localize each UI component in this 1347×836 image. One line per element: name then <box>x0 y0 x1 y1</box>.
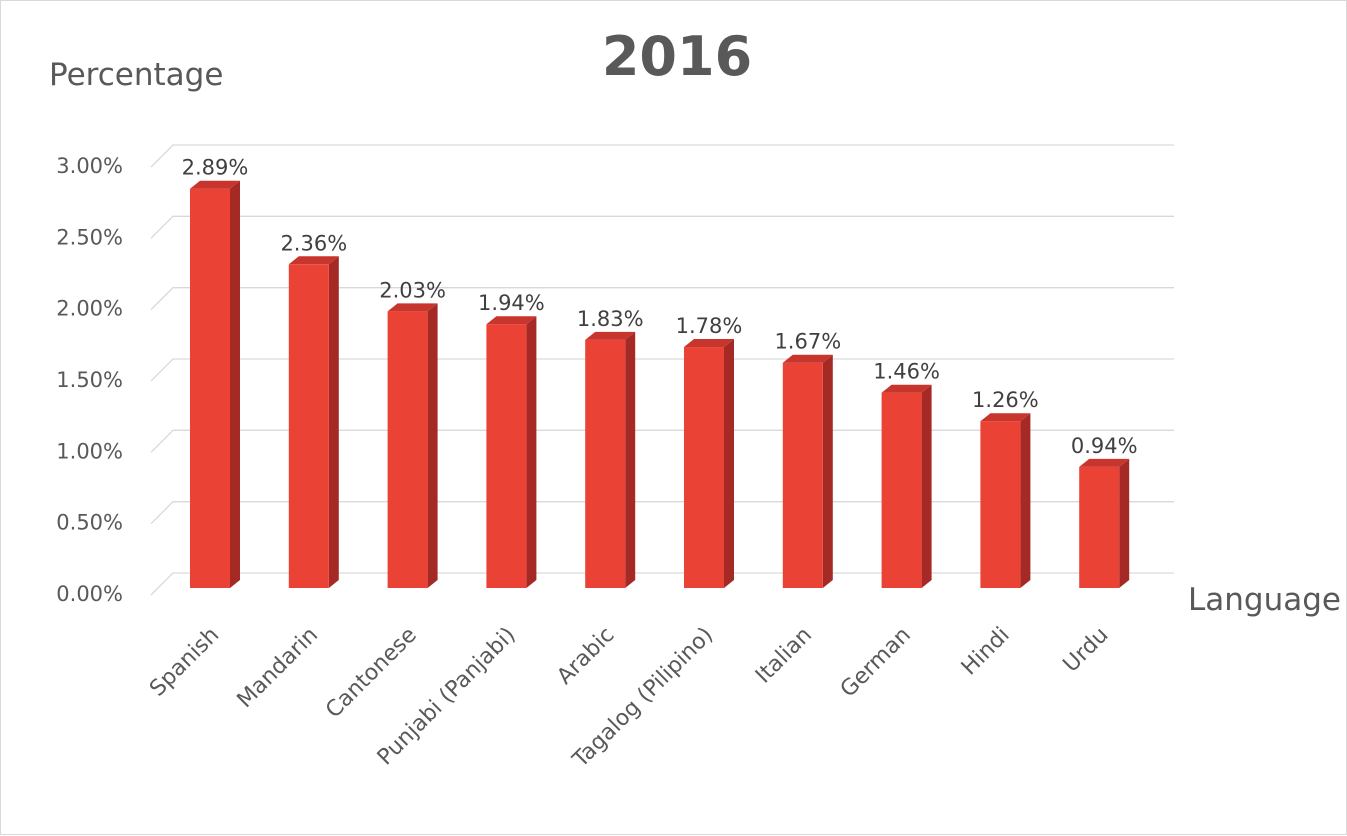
bar-front <box>1079 466 1120 588</box>
category-label-hindi: Hindi <box>957 623 1015 681</box>
data-label-punjabi-panjabi: 1.94% <box>478 291 545 315</box>
bar-front <box>190 188 230 588</box>
data-label-german: 1.46% <box>873 360 940 384</box>
gridline <box>150 501 1174 525</box>
data-label-urdu: 0.94% <box>1071 434 1138 458</box>
bar-front <box>881 392 922 588</box>
category-label-spanish: Spanish <box>145 623 224 702</box>
bar-front <box>288 264 329 588</box>
bar-side <box>526 316 537 588</box>
bar-front <box>684 347 724 588</box>
bar-side <box>921 384 932 588</box>
bar-side <box>1119 458 1130 588</box>
x-axis-title: Language <box>1188 582 1341 618</box>
bar-punjabi-panjabi <box>486 316 537 588</box>
bar-top <box>585 331 636 340</box>
data-label-spanish: 2.89% <box>182 156 249 180</box>
bar-top <box>288 256 339 265</box>
y-tick-label: 2.50% <box>56 225 123 249</box>
category-label-german: German <box>836 623 916 703</box>
bar-top <box>782 354 833 363</box>
gridline <box>150 287 1174 311</box>
data-labels: 2.89% 2.36% 2.03% 1.94% 1.83% 1.78% 1.67% 1.46%… <box>182 156 1138 458</box>
bar-front <box>980 421 1021 588</box>
y-tick-label: 1.00% <box>56 439 123 463</box>
gridline <box>150 358 1174 382</box>
bar-italian <box>782 354 833 588</box>
bar-hindi <box>980 413 1031 588</box>
gridline <box>150 572 1174 596</box>
y-tick-label: 2.00% <box>56 297 123 321</box>
data-label-hindi: 1.26% <box>972 388 1039 412</box>
bar-front <box>782 362 823 588</box>
bar-side <box>427 303 438 588</box>
gridlines <box>150 144 1174 596</box>
bar-top <box>1079 458 1130 467</box>
bar-top <box>980 413 1031 422</box>
bar-mandarin <box>288 256 339 588</box>
bar-spanish <box>190 180 240 588</box>
bar-top <box>190 180 240 189</box>
bar-side <box>625 331 636 588</box>
y-axis-title: Percentage <box>49 57 223 93</box>
bar-side <box>822 354 833 588</box>
chart-title: 2016 <box>602 25 752 88</box>
y-axis-ticks: 0.00% 0.50% 1.00% 1.50% 2.00% 2.50% 3.00% <box>56 154 123 606</box>
y-tick-label: 0.00% <box>56 582 123 606</box>
data-label-tagalog-pilipino: 1.78% <box>676 314 743 338</box>
bar-front <box>585 339 626 588</box>
bar-top <box>684 339 734 348</box>
bar-front <box>486 324 527 588</box>
data-label-italian: 1.67% <box>774 330 841 354</box>
y-tick-label: 1.50% <box>56 368 123 392</box>
bar-side <box>230 180 240 588</box>
bars <box>190 180 1130 588</box>
bar-top <box>486 316 537 325</box>
y-tick-label: 3.00% <box>56 154 123 178</box>
data-label-arabic: 1.83% <box>577 307 644 331</box>
gridline <box>150 429 1174 453</box>
bar-tagalog-pilipino <box>684 339 734 588</box>
bar-top <box>387 303 438 312</box>
data-label-mandarin: 2.36% <box>280 231 347 255</box>
y-tick-label: 0.50% <box>56 511 123 535</box>
bar-arabic <box>585 331 636 588</box>
category-label-italian: Italian <box>751 623 817 689</box>
bar-side <box>328 256 339 588</box>
data-label-cantonese: 2.03% <box>379 278 446 302</box>
bar-german <box>881 384 932 588</box>
bar-side <box>724 339 734 588</box>
bar-top <box>881 384 932 393</box>
category-label-mandarin: Mandarin <box>233 623 323 713</box>
gridline <box>150 215 1174 239</box>
bar-urdu <box>1079 458 1130 588</box>
category-label-cantonese: Cantonese <box>321 623 422 724</box>
bar-cantonese <box>387 303 438 588</box>
bar-front <box>387 311 428 588</box>
gridline <box>150 144 1174 168</box>
category-label-urdu: Urdu <box>1059 623 1114 678</box>
category-label-arabic: Arabic <box>552 623 619 690</box>
bar-side <box>1020 413 1031 588</box>
